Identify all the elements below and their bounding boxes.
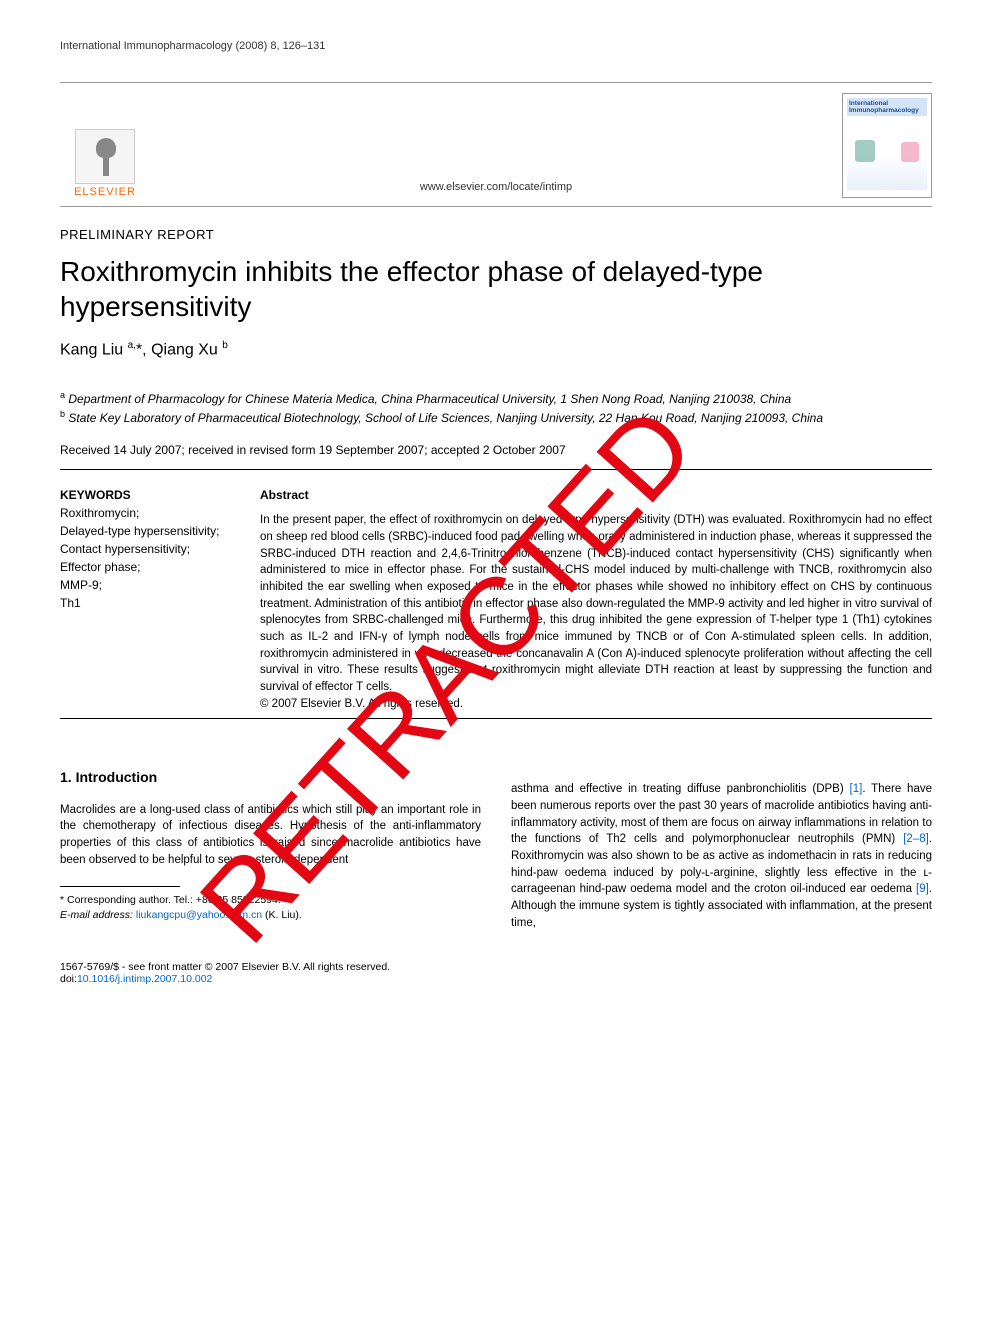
email-label: E-mail address:: [60, 909, 133, 921]
abstract-copyright: © 2007 Elsevier B.V. All rights reserved…: [260, 698, 463, 710]
affiliation-b: State Key Laboratory of Pharmaceutical B…: [68, 411, 823, 425]
abstract-heading: Abstract: [260, 488, 932, 502]
abstract-column: Abstract In the present paper, the effec…: [260, 488, 932, 712]
section-1-heading: 1. Introduction: [60, 767, 481, 787]
body-columns: 1. Introduction Macrolides are a long-us…: [60, 737, 932, 931]
intro-para-right: asthma and effective in treating diffuse…: [511, 781, 932, 931]
report-type: PRELIMINARY REPORT: [60, 227, 932, 242]
article-title: Roxithromycin inhibits the effector phas…: [60, 254, 932, 324]
journal-cover-title: International Immunopharmacology: [847, 98, 927, 116]
ref-link-1[interactable]: [1]: [850, 783, 863, 795]
divider: [60, 718, 932, 719]
journal-cover-thumb: International Immunopharmacology: [842, 93, 932, 198]
keywords-heading: KEYWORDS: [60, 488, 230, 502]
elsevier-tree-icon: [75, 129, 135, 184]
affiliation-a: Department of Pharmacology for Chinese M…: [68, 392, 791, 406]
footer-doi: doi:10.1016/j.intimp.2007.10.002: [60, 973, 932, 985]
divider: [60, 469, 932, 470]
abstract-text: In the present paper, the effect of roxi…: [260, 512, 932, 712]
email-suffix: (K. Liu).: [262, 909, 302, 921]
abstract-body: In the present paper, the effect of roxi…: [260, 514, 932, 693]
corr-author-line: * Corresponding author. Tel.: +86 25 853…: [60, 893, 481, 908]
running-head: International Immunopharmacology (2008) …: [60, 40, 932, 52]
corresponding-author-footnote: * Corresponding author. Tel.: +86 25 853…: [60, 893, 481, 922]
footer-copyright: 1567-5769/$ - see front matter © 2007 El…: [60, 961, 932, 973]
doi-label: doi:: [60, 973, 77, 985]
corr-email[interactable]: liukangcpu@yahoo.com.cn: [136, 909, 262, 921]
ref-link-9[interactable]: [9]: [916, 883, 929, 895]
article-dates: Received 14 July 2007; received in revis…: [60, 443, 932, 457]
journal-url: www.elsevier.com/locate/intimp: [150, 181, 842, 198]
publisher-name: ELSEVIER: [74, 186, 136, 198]
ref-link-2-8[interactable]: [2–8]: [903, 833, 929, 845]
affiliations: a Department of Pharmacology for Chinese…: [60, 389, 932, 427]
intro-para-left: Macrolides are a long-used class of anti…: [60, 802, 481, 869]
authors: Kang Liu a,*, Qiang Xu b: [60, 340, 932, 359]
publisher-logo: ELSEVIER: [60, 108, 150, 198]
journal-cover-art: [847, 120, 927, 190]
journal-header-bar: ELSEVIER www.elsevier.com/locate/intimp …: [60, 82, 932, 207]
doi-link[interactable]: 10.1016/j.intimp.2007.10.002: [77, 973, 212, 985]
footnote-separator: [60, 886, 180, 887]
keywords-list: Roxithromycin;Delayed-type hypersensitiv…: [60, 504, 230, 612]
abstract-row: KEYWORDS Roxithromycin;Delayed-type hype…: [60, 488, 932, 712]
body-col-left: 1. Introduction Macrolides are a long-us…: [60, 737, 481, 931]
keywords-column: KEYWORDS Roxithromycin;Delayed-type hype…: [60, 488, 230, 712]
body-col-right: asthma and effective in treating diffuse…: [511, 737, 932, 931]
